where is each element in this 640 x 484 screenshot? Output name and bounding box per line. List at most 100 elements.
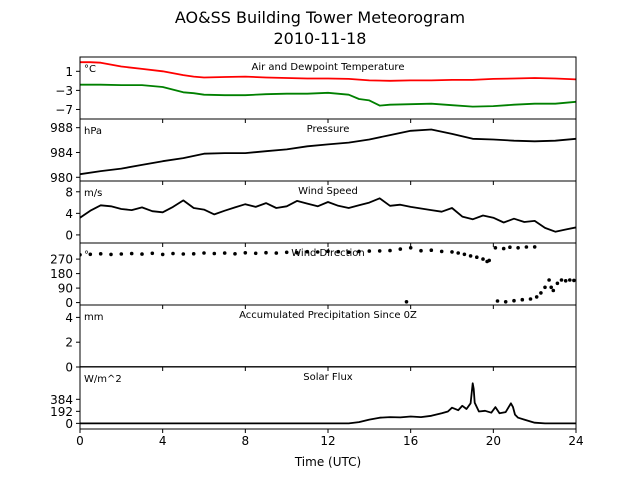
data-point: [181, 252, 186, 256]
data-point: [222, 251, 227, 255]
x-tick-label: 20: [486, 434, 501, 448]
data-point: [429, 248, 434, 252]
data-point: [243, 251, 248, 255]
unit-label: hPa: [84, 126, 102, 137]
data-point: [539, 291, 543, 295]
y-tick-label: 0: [65, 417, 73, 431]
data-point: [404, 300, 409, 304]
y-tick-label: 8: [65, 185, 73, 199]
y-tick-label: 90: [58, 282, 73, 296]
x-tick-label: 0: [76, 434, 84, 448]
data-point: [212, 251, 217, 256]
unit-label: W/m^2: [84, 374, 122, 385]
data-point: [377, 249, 382, 253]
data-point: [202, 251, 206, 255]
data-point: [456, 251, 461, 255]
x-tick-label: 12: [320, 434, 335, 448]
data-point: [191, 252, 196, 256]
figure-subtitle: 2010-11-18: [274, 29, 367, 48]
data-point: [450, 250, 454, 254]
x-tick-label: 4: [159, 434, 167, 448]
data-point: [512, 298, 516, 303]
data-point: [419, 248, 423, 253]
data-point: [253, 251, 258, 256]
series-line-1: [80, 61, 576, 82]
y-tick-label: 2: [65, 336, 73, 350]
data-point: [559, 278, 564, 282]
y-tick-label: 980: [50, 171, 73, 185]
data-point: [543, 285, 547, 290]
data-point: [495, 299, 500, 303]
figure-title: AO&SS Building Tower Meteorogram: [175, 8, 465, 27]
panel-3: 0 4 8 m/s Wind Speed: [65, 180, 577, 247]
panel-title: Air and Dewpoint Temperature: [252, 62, 405, 73]
data-point: [462, 252, 467, 257]
y-tick-label: 192: [50, 405, 73, 419]
data-point: [568, 278, 572, 282]
y-tick-label: 984: [50, 146, 73, 160]
data-point: [551, 288, 556, 293]
data-point: [534, 295, 539, 299]
unit-label: °C: [84, 64, 96, 75]
data-point: [563, 279, 568, 283]
series-line-2: [80, 83, 576, 108]
data-point: [549, 285, 553, 290]
data-point: [160, 252, 165, 257]
data-point: [140, 252, 144, 256]
data-point: [315, 250, 320, 254]
data-point: [119, 252, 124, 256]
data-point: [475, 255, 479, 259]
data-point: [493, 246, 498, 250]
data-point: [233, 252, 237, 256]
series-line-1: [80, 197, 576, 233]
panel-title: Pressure: [307, 124, 350, 135]
y-tick-label: 4: [65, 207, 73, 221]
data-point: [171, 251, 175, 256]
data-point: [264, 250, 268, 255]
y-tick-label: 384: [50, 393, 73, 407]
panel-title: Wind Direction: [291, 248, 365, 259]
unit-label: m/s: [84, 188, 102, 199]
data-point: [485, 259, 489, 264]
data-point: [305, 249, 310, 254]
unit-label: °: [84, 250, 89, 261]
data-point: [520, 297, 525, 302]
data-point: [346, 250, 351, 254]
series-line-1: [80, 382, 576, 425]
series-1: [80, 245, 576, 304]
data-point: [129, 251, 134, 256]
data-point: [501, 246, 506, 251]
y-tick-label: 988: [50, 121, 73, 135]
data-point: [326, 249, 330, 253]
panel-title: Wind Speed: [298, 186, 358, 197]
data-point: [532, 245, 537, 249]
data-point: [336, 249, 341, 254]
y-tick-label: 4: [65, 311, 73, 325]
data-point: [547, 278, 551, 282]
data-point: [468, 254, 473, 258]
x-axis-label: Time (UTC): [294, 455, 361, 469]
series-line-1: [80, 128, 576, 176]
data-point: [284, 250, 289, 255]
data-point: [274, 251, 279, 255]
x-tick-label: 24: [568, 434, 583, 448]
data-point: [481, 257, 485, 261]
data-point: [508, 245, 512, 249]
data-point: [572, 278, 576, 283]
data-point: [388, 248, 392, 253]
data-point: [408, 246, 413, 250]
data-point: [150, 251, 155, 256]
data-point: [516, 246, 520, 250]
panels-group: 1−3−7°C Air and Dewpoint Temperature98098…: [50, 56, 584, 448]
panel-5: 0 2 4 mm Accumulated Precipitation Since 0Z: [65, 304, 577, 375]
data-point: [109, 252, 113, 257]
data-point: [503, 300, 508, 304]
data-point: [357, 249, 361, 254]
data-point: [528, 297, 533, 301]
data-point: [555, 281, 560, 286]
y-tick-label: 0: [65, 296, 73, 310]
